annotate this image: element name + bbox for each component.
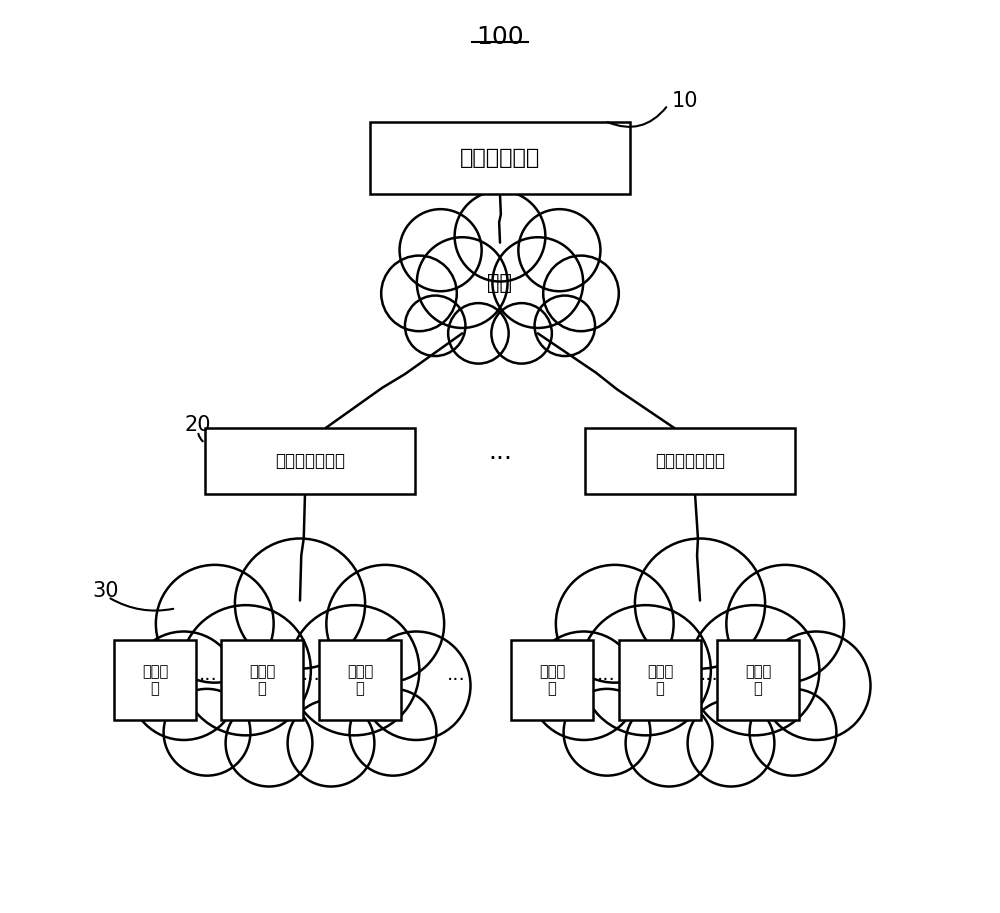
Text: 区域管理服务器: 区域管理服务器 (275, 452, 345, 470)
Circle shape (130, 632, 238, 740)
Circle shape (564, 688, 650, 776)
Circle shape (350, 688, 436, 776)
Text: ···: ··· (447, 670, 465, 689)
Circle shape (289, 605, 419, 735)
Text: 区域管理服务器: 区域管理服务器 (655, 452, 725, 470)
Text: 新风设
备: 新风设 备 (347, 664, 373, 697)
Circle shape (235, 539, 365, 668)
Text: 新风设
备: 新风设 备 (647, 664, 673, 697)
Circle shape (530, 632, 638, 740)
Circle shape (491, 303, 552, 363)
Text: ···: ··· (199, 670, 218, 689)
Text: ···: ··· (700, 670, 718, 689)
Bar (319, 640, 401, 720)
Text: ···: ··· (488, 447, 512, 471)
Text: 数据处理中心: 数据处理中心 (460, 148, 540, 168)
Bar (114, 640, 196, 720)
Text: 新风设
备: 新风设 备 (539, 664, 565, 697)
Text: 100: 100 (476, 25, 524, 49)
Text: 网络: 网络 (488, 273, 512, 293)
Text: ···: ··· (302, 670, 320, 689)
Text: ···: ··· (597, 670, 615, 689)
Circle shape (518, 209, 600, 291)
Circle shape (635, 539, 765, 668)
Circle shape (688, 699, 774, 786)
Text: 30: 30 (92, 581, 119, 601)
Bar (717, 640, 799, 720)
Circle shape (581, 605, 711, 735)
Bar (585, 428, 795, 494)
Bar (205, 428, 415, 494)
Circle shape (381, 256, 457, 331)
Circle shape (417, 237, 508, 328)
Circle shape (288, 699, 374, 786)
Circle shape (556, 565, 674, 683)
Circle shape (362, 632, 470, 740)
FancyArrowPatch shape (608, 107, 666, 127)
Text: 10: 10 (672, 91, 698, 111)
Circle shape (156, 565, 274, 683)
FancyArrowPatch shape (110, 598, 173, 611)
Text: 20: 20 (185, 415, 212, 435)
Circle shape (448, 303, 509, 363)
Circle shape (689, 605, 819, 735)
Circle shape (750, 688, 836, 776)
Circle shape (762, 632, 870, 740)
Circle shape (626, 699, 712, 786)
Bar (221, 640, 303, 720)
Circle shape (400, 209, 482, 291)
Bar (370, 122, 630, 194)
Circle shape (181, 605, 311, 735)
Circle shape (326, 565, 444, 683)
Text: 新风设
备: 新风设 备 (142, 664, 168, 697)
Circle shape (492, 237, 583, 328)
Circle shape (455, 191, 545, 281)
Text: 新风设
备: 新风设 备 (745, 664, 771, 697)
FancyArrowPatch shape (198, 434, 203, 441)
Circle shape (726, 565, 844, 683)
Text: 新风设
备: 新风设 备 (249, 664, 275, 697)
Circle shape (543, 256, 619, 331)
Circle shape (226, 699, 312, 786)
Circle shape (164, 688, 250, 776)
Bar (619, 640, 701, 720)
Circle shape (535, 296, 595, 356)
Bar (511, 640, 593, 720)
Circle shape (405, 296, 465, 356)
